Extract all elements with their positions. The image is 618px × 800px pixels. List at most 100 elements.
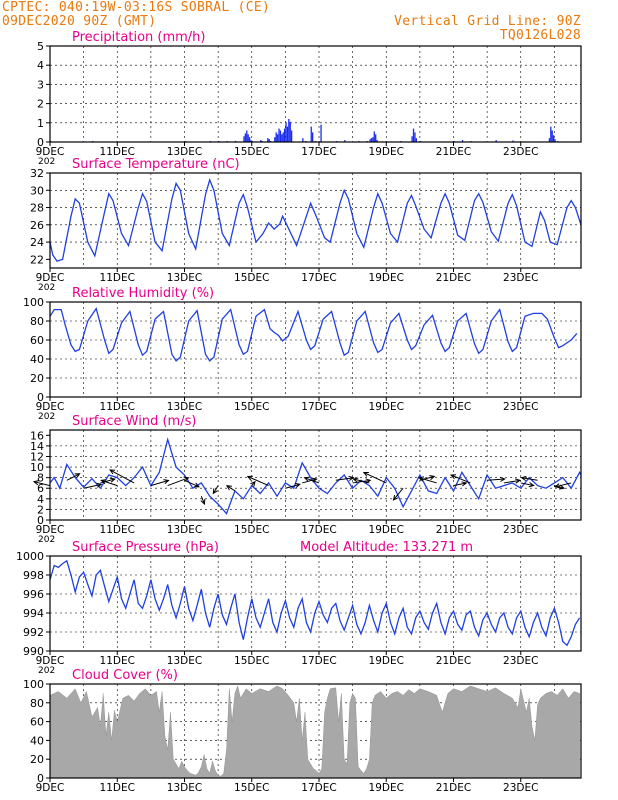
precip-bar (289, 121, 291, 142)
precip-bar (283, 128, 286, 142)
press-xtick-label: 13DEC (167, 655, 202, 667)
cloud-ytick-label: 20 (30, 753, 44, 766)
precip-bar (248, 137, 251, 142)
precip-bar (268, 139, 270, 142)
precip-bar (247, 134, 249, 142)
wind-year-fragment: 202 (38, 535, 55, 545)
precip-bar (276, 134, 279, 142)
cloud-xtick-label: 19DEC (369, 782, 404, 794)
cloud-xtick-label: 15DEC (234, 782, 269, 794)
temp-xtick-label: 23DEC (503, 272, 538, 284)
wind-xtick-label: 15DEC (234, 524, 269, 536)
press-ytick-label: 998 (23, 569, 44, 582)
wind-xtick-label: 19DEC (369, 524, 404, 536)
wind-ytick-label: 10 (30, 461, 44, 474)
rh-xtick-label: 23DEC (503, 401, 538, 413)
wind-vector-head (461, 481, 468, 487)
temp-ytick-label: 22 (30, 253, 44, 266)
cloud-xtick-label: 17DEC (301, 782, 336, 794)
precip-bar (243, 136, 245, 142)
wind-vector-head (528, 482, 535, 488)
wind-vector (419, 475, 435, 481)
press-xtick-label: 23DEC (503, 655, 538, 667)
wind-vector-head (514, 478, 522, 484)
temp-xtick-label: 11DEC (100, 272, 135, 284)
precip-bar (554, 139, 556, 142)
wind-vector (335, 477, 354, 481)
wind-vector-head (163, 479, 170, 485)
precip-bar (285, 122, 287, 142)
temp-xtick-label: 19DEC (369, 272, 404, 284)
wind-vector (150, 479, 169, 487)
rh-xtick-label: 11DEC (100, 401, 135, 413)
header-grid-note: Vertical Grid Line: 90Z (394, 14, 581, 29)
precip-bar (369, 139, 371, 142)
precip-ytick-label: 2 (37, 98, 44, 111)
wind-ytick-label: 6 (37, 482, 44, 495)
press-frame (49, 555, 582, 652)
wind-vector (487, 478, 505, 481)
wind-xtick-label: 21DEC (436, 524, 471, 536)
precip-bar (375, 134, 377, 142)
precip-bar (278, 128, 280, 142)
wind-ytick-label: 0 (37, 514, 44, 527)
precip-title: Precipitation (mm/h) (72, 30, 205, 45)
rh-series-line (49, 307, 578, 362)
wind-vector-head (392, 494, 399, 501)
wind-ytick-label: 8 (37, 472, 44, 485)
cloud-frame (49, 683, 582, 779)
wind-vector (418, 477, 437, 484)
precip-bar (279, 130, 282, 142)
precip-bar (274, 137, 276, 142)
wind-ytick-label: 12 (30, 450, 44, 463)
rh-xtick-label: 13DEC (167, 401, 202, 413)
press-subtitle: Model Altitude: 133.271 m (300, 540, 473, 555)
wind-vector-head (246, 475, 253, 481)
precip-bar (344, 140, 346, 142)
precip-bar (550, 126, 552, 142)
temp-xtick-label: 15DEC (234, 272, 269, 284)
rh-title: Relative Humidity (%) (72, 286, 214, 301)
wind-ytick-label: 2 (37, 503, 44, 516)
header-station: CPTEC: 040:19W-03:16S SOBRAL (CE) (2, 0, 271, 15)
press-ytick-label: 1000 (16, 550, 44, 563)
precip-bar (302, 138, 304, 142)
temp-series-line (49, 177, 582, 262)
precip-bar (512, 140, 514, 142)
wind-vector-head (74, 473, 81, 479)
rh-ytick-label: 0 (37, 391, 44, 404)
cloud-ytick-label: 40 (30, 734, 44, 747)
temp-title: Surface Temperature (nC) (72, 157, 240, 172)
rh-ytick-label: 40 (30, 353, 44, 366)
wind-vector (393, 487, 404, 501)
rh-ytick-label: 100 (23, 296, 44, 309)
cloud-xtick-label: 11DEC (100, 782, 135, 794)
wind-xtick-label: 13DEC (167, 524, 202, 536)
wind-series-line (49, 437, 582, 515)
rh-xtick-label: 19DEC (369, 401, 404, 413)
wind-title: Surface Wind (m/s) (72, 414, 196, 429)
cloud-ytick-label: 0 (37, 772, 44, 785)
precip-bar (288, 118, 290, 142)
press-year-fragment: 202 (38, 666, 55, 676)
press-xtick-label: 15DEC (234, 655, 269, 667)
precip-bar (411, 136, 413, 142)
precip-bar (370, 138, 373, 142)
wind-vector (521, 477, 538, 481)
rh-frame (49, 301, 582, 398)
wind-xtick-label: 9DEC (36, 524, 65, 536)
precip-bar (551, 130, 553, 142)
precip-bar (311, 132, 314, 142)
wind-xtick-label: 17DEC (301, 524, 336, 536)
precip-ytick-label: 3 (37, 78, 44, 91)
cloud-xtick-label: 23DEC (503, 782, 538, 794)
precip-xtick-label: 15DEC (234, 146, 269, 158)
wind-ytick-label: 4 (37, 493, 44, 506)
cloud-ytick-label: 60 (30, 716, 44, 729)
wind-vector-head (450, 474, 457, 480)
wind-vector (363, 472, 387, 484)
wind-xtick-label: 11DEC (100, 524, 135, 536)
temp-xtick-label: 9DEC (36, 272, 65, 284)
press-ytick-label: 996 (23, 588, 44, 601)
